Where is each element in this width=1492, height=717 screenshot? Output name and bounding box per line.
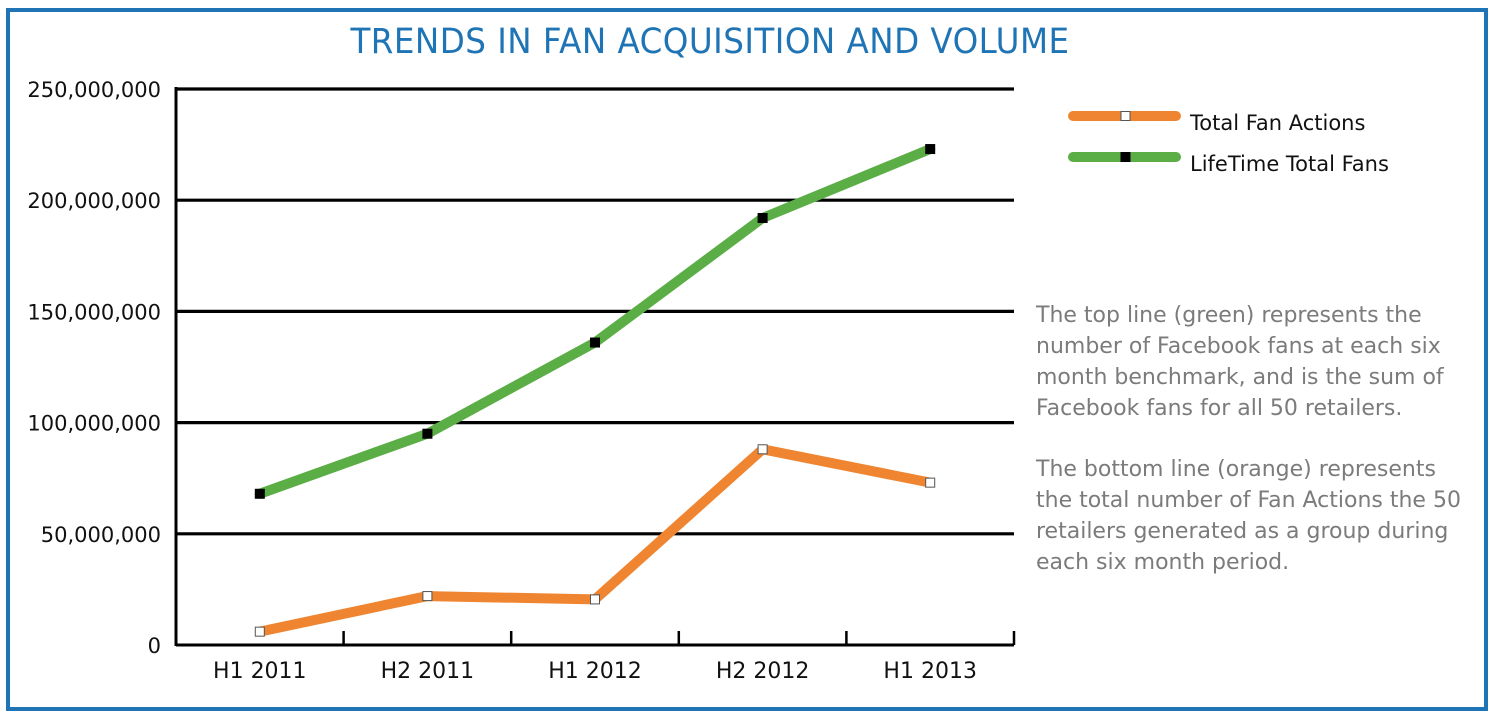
legend: Total Fan Actions LifeTime Total Fans (1068, 111, 1389, 176)
y-tick-label: 50,000,000 (41, 523, 161, 547)
chart-frame (6, 8, 1488, 711)
axes (174, 87, 1016, 647)
data-point-marker (590, 337, 600, 348)
x-tick-label: H2 2012 (716, 659, 810, 684)
legend-marker (1120, 152, 1131, 162)
data-point-marker (757, 444, 768, 455)
data-point-marker (925, 477, 936, 488)
y-axis-labels: 0 50,000,000 100,000,000 150,000,000 200,000… (27, 78, 161, 658)
data-point-marker (925, 144, 936, 155)
note-green-line: The top line (green) represents the numb… (1036, 303, 1444, 421)
x-tick-label: H2 2011 (381, 659, 475, 684)
chart-title: TRENDS IN FAN ACQUISITION AND VOLUME (350, 22, 1070, 62)
gridlines (176, 87, 1014, 536)
data-point-marker (254, 626, 265, 637)
y-tick-label: 250,000,000 (27, 78, 161, 102)
series-markers (254, 144, 936, 637)
y-tick-label: 150,000,000 (27, 300, 161, 324)
x-axis-labels: H1 2011 H2 2011 H1 2012 H2 2012 H1 2013 (213, 659, 977, 684)
data-point-marker (590, 594, 600, 605)
x-tick-label: H1 2013 (883, 659, 977, 684)
data-point-marker (422, 428, 433, 439)
y-tick-label: 0 (148, 634, 161, 658)
y-tick-label: 200,000,000 (27, 189, 161, 213)
data-point-marker (254, 488, 265, 499)
y-tick-label: 100,000,000 (27, 412, 161, 436)
note-orange-line: The bottom line (orange) represents the … (1036, 457, 1461, 575)
legend-label: LifeTime Total Fans (1190, 152, 1389, 176)
x-tick-label: H1 2011 (213, 659, 307, 684)
legend-label: Total Fan Actions (1189, 111, 1365, 135)
x-tick-label: H1 2012 (548, 659, 642, 684)
data-point-marker (422, 591, 433, 602)
series-lines (254, 144, 936, 637)
data-point-marker (757, 212, 768, 223)
legend-marker (1120, 111, 1131, 121)
